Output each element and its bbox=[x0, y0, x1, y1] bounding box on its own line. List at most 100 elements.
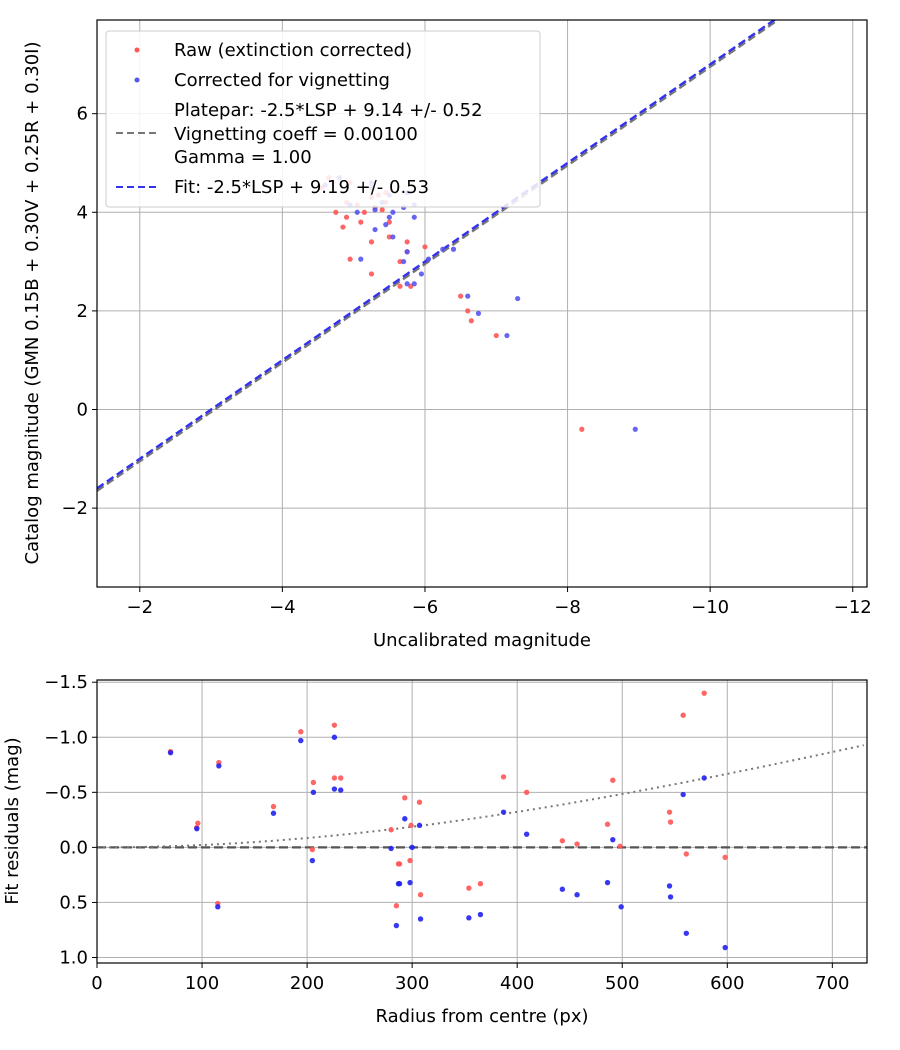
raw-residual-point bbox=[331, 722, 338, 728]
corrected-point bbox=[475, 310, 482, 316]
raw-point bbox=[368, 239, 375, 245]
corrected-point bbox=[390, 234, 396, 240]
raw-residual-point bbox=[309, 846, 316, 853]
corrected-point bbox=[404, 249, 410, 255]
raw-residual-point bbox=[402, 795, 408, 801]
bottom-axes-frame bbox=[96, 679, 868, 964]
corrected-residual-point bbox=[417, 916, 424, 922]
y-tick-label: −1.0 bbox=[44, 727, 88, 748]
raw-point bbox=[458, 293, 464, 299]
raw-residual-point bbox=[680, 712, 686, 718]
raw-residual-point bbox=[617, 843, 623, 849]
top-axes-frame bbox=[96, 19, 868, 588]
raw-point bbox=[397, 258, 403, 265]
legend-label-platepar: Platepar: -2.5*LSP + 9.14 +/- 0.52 bbox=[174, 100, 483, 121]
y-tick-label: 6 bbox=[77, 104, 88, 125]
corrected-residual-point bbox=[331, 786, 338, 792]
raw-residual-point bbox=[610, 777, 616, 783]
raw-point bbox=[465, 308, 471, 314]
raw-point bbox=[340, 224, 346, 230]
vignetting-curve bbox=[97, 744, 865, 849]
top-fit-lines bbox=[97, 20, 780, 492]
corrected-residual-point bbox=[559, 886, 566, 892]
x-tick-label: 0 bbox=[91, 973, 102, 994]
calibration-panel: −2 −4 −6 −8 −10 −12 −2 0 2 4 6 Uncalibrated magni… bbox=[22, 19, 872, 651]
raw-point bbox=[579, 426, 585, 432]
raw-point bbox=[343, 214, 350, 220]
raw-residual-point bbox=[604, 821, 611, 827]
corrected-point bbox=[358, 256, 364, 262]
corrected-residual-point bbox=[194, 825, 200, 832]
top-y-axis-label: Catalog magnitude (GMN 0.15B + 0.30V + 0… bbox=[22, 41, 43, 564]
x-tick-label: −12 bbox=[834, 597, 872, 618]
y-tick-label: 0.0 bbox=[59, 837, 88, 858]
raw-residual-point bbox=[195, 820, 201, 826]
corrected-point bbox=[632, 426, 638, 432]
raw-residual-point bbox=[666, 809, 673, 815]
corrected-residual-point bbox=[396, 881, 403, 887]
raw-point bbox=[493, 332, 499, 339]
x-tick-label: −2 bbox=[127, 597, 154, 618]
corrected-point bbox=[425, 256, 432, 262]
raw-residual-point bbox=[338, 775, 344, 781]
raw-residual-point bbox=[667, 819, 674, 825]
y-tick-label: 0.5 bbox=[59, 892, 88, 913]
top-x-ticks: −2 −4 −6 −8 −10 −12 bbox=[127, 587, 872, 618]
corrected-residual-point bbox=[298, 737, 304, 744]
corrected-residual-point bbox=[667, 894, 674, 900]
corrected-point bbox=[372, 207, 378, 213]
raw-residual-point bbox=[310, 779, 317, 786]
raw-residual-point bbox=[683, 851, 690, 857]
bottom-y-axis-label: Fit residuals (mag) bbox=[2, 737, 23, 904]
raw-residual-point bbox=[393, 903, 400, 909]
raw-residual-point bbox=[500, 774, 507, 780]
corrected-point bbox=[354, 209, 360, 215]
corrected-residual-point bbox=[215, 904, 221, 910]
raw-point bbox=[422, 244, 428, 250]
x-tick-label: 200 bbox=[290, 973, 324, 994]
raw-residual-point bbox=[396, 861, 403, 867]
corrected-residual-point bbox=[409, 844, 415, 851]
x-tick-label: −6 bbox=[412, 597, 439, 618]
raw-residual-point bbox=[701, 690, 707, 696]
corrected-residual-point bbox=[309, 857, 316, 864]
bottom-reference-lines bbox=[97, 744, 867, 849]
raw-point bbox=[368, 271, 375, 277]
raw-point bbox=[404, 239, 410, 245]
legend-label-raw: Raw (extinction corrected) bbox=[174, 40, 412, 61]
corrected-residual-point bbox=[216, 763, 222, 769]
corrected-residual-point bbox=[466, 915, 472, 921]
legend-box bbox=[105, 30, 541, 208]
corrected-residual-point bbox=[477, 911, 484, 918]
x-tick-label: 500 bbox=[605, 973, 639, 994]
raw-residual-point bbox=[574, 841, 580, 847]
corrected-point bbox=[400, 258, 407, 265]
x-tick-label: −8 bbox=[554, 597, 581, 618]
top-x-axis-label: Uncalibrated magnitude bbox=[373, 630, 591, 651]
legend-label-vignetting: Vignetting coeff = 0.00100 bbox=[174, 124, 418, 145]
raw-point bbox=[361, 209, 367, 215]
corrected-residual-point bbox=[270, 810, 277, 816]
legend-marker-raw bbox=[134, 47, 140, 53]
x-tick-label: 400 bbox=[500, 973, 534, 994]
corrected-residual-point bbox=[523, 831, 530, 837]
corrected-residual-point bbox=[666, 883, 673, 889]
corrected-point bbox=[372, 226, 378, 233]
raw-residual-point bbox=[388, 827, 394, 833]
raw-residual-point bbox=[559, 838, 566, 844]
legend-label-corrected: Corrected for vignetting bbox=[174, 70, 390, 91]
raw-residual-point bbox=[331, 775, 338, 781]
raw-residual-point bbox=[722, 854, 728, 860]
x-tick-label: −10 bbox=[691, 597, 729, 618]
y-tick-label: −0.5 bbox=[44, 782, 88, 803]
raw-point bbox=[468, 318, 474, 324]
raw-residual-point bbox=[416, 799, 423, 805]
corrected-point bbox=[418, 271, 424, 277]
residuals-panel: 0 100 200 300 400 500 600 700 1.0 0.5 0.0 −0.5 −1.0… bbox=[2, 672, 868, 1027]
y-tick-label: 0 bbox=[77, 400, 88, 421]
x-tick-label: 300 bbox=[395, 973, 429, 994]
corrected-point bbox=[465, 293, 471, 299]
corrected-point bbox=[383, 222, 389, 228]
x-tick-label: 600 bbox=[710, 973, 744, 994]
y-tick-label: −2 bbox=[61, 498, 88, 519]
